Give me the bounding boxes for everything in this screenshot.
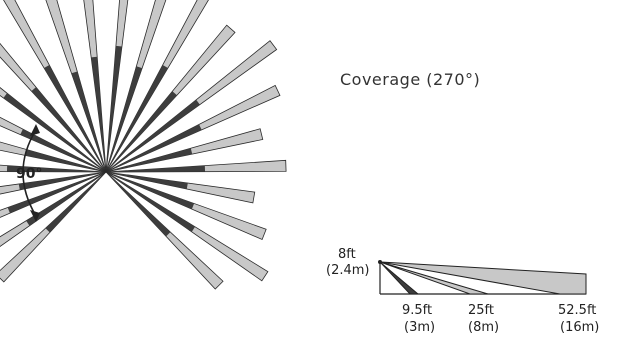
angle-label: 90° (16, 166, 42, 182)
height-label: 8ft (338, 247, 356, 262)
beam-inner (3, 93, 107, 172)
sensor-point (378, 260, 382, 264)
beam-inner (106, 124, 202, 172)
arrow-head-bottom (30, 210, 40, 222)
beam-inner (106, 91, 177, 172)
beam-inner (106, 172, 195, 210)
arrow-head-top (30, 124, 40, 136)
distance-far-ft: 52.5ft (558, 303, 596, 318)
beam-inner (106, 172, 196, 232)
beam-inner (106, 172, 171, 237)
beam-inner (26, 172, 106, 226)
angle-arc-line (22, 129, 37, 217)
beam-inner (20, 129, 107, 172)
coverage-title: Coverage (270°) (340, 70, 481, 89)
distance-far-m: (16m) (560, 320, 599, 335)
beam-inner (44, 65, 106, 172)
distance-mid-ft: 25ft (468, 303, 494, 318)
distance-near-ft: 9.5ft (402, 303, 432, 318)
beam-inner (7, 172, 106, 214)
beam-inner (106, 165, 206, 172)
beam-inner (106, 66, 143, 172)
beam-inner (25, 149, 107, 172)
beam-inner (71, 71, 106, 172)
beam-inner (18, 172, 107, 190)
beam-inner (106, 148, 193, 172)
distance-near-m: (3m) (404, 320, 435, 335)
side-view (378, 260, 587, 295)
distance-mid-m: (8m) (468, 320, 499, 335)
side-beam-near (379, 261, 420, 295)
beam-inner (106, 65, 168, 172)
height-metric-label: (2.4m) (326, 263, 369, 278)
beam-inner (106, 45, 122, 173)
top-view-fan (0, 0, 287, 290)
beam-inner (45, 172, 106, 233)
angle-arc (22, 124, 40, 222)
beam-inner (31, 87, 107, 172)
beam-inner (106, 172, 188, 189)
beam-inner (6, 165, 107, 172)
beam-inner (106, 99, 200, 172)
side-beam-far (379, 261, 587, 295)
side-beam-mid (379, 261, 489, 295)
beam-inner (91, 56, 106, 172)
